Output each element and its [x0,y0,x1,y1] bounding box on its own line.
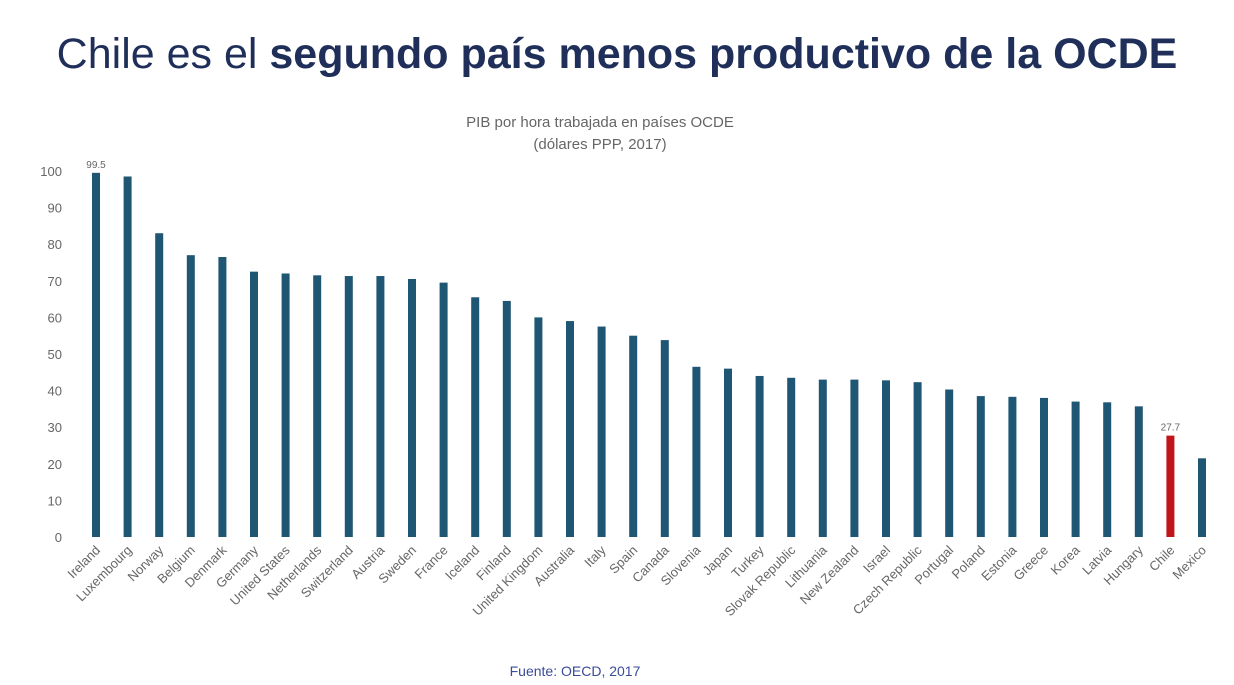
bar-austria [376,276,385,537]
y-tick-label: 90 [48,201,62,216]
x-tick-label: Korea [1048,542,1084,578]
bar-switzerland [344,276,353,537]
bar-chile [1166,435,1175,537]
bars-group [92,172,1206,538]
bar-sweden [408,278,416,537]
bar-germany [250,271,258,537]
bar-estonia [1008,396,1017,537]
chart-title: PIB por hora trabajada en países OCDE [466,114,734,131]
y-tick-label: 50 [48,347,62,362]
page-headline: Chile es el segundo país menos productiv… [0,30,1234,79]
headline-emphasis: segundo país menos productivo de la OCDE [269,30,1178,78]
bar-canada [660,340,669,537]
data-labels-group: 99.5 27.7 [86,160,1180,434]
chart-subtitle: (dólares PPP, 2017) [533,136,666,153]
bar-slovak-republic [787,377,796,537]
y-tick-label: 20 [48,457,62,472]
y-tick-label: 80 [48,237,62,252]
bar-turkey [755,375,764,537]
bar-denmark [218,257,227,537]
bar-greece [1040,397,1048,537]
x-tick-label: Mexico [1169,543,1209,583]
x-tick-label: Italy [581,542,609,570]
y-tick-label: 0 [55,530,62,545]
x-tick-label: Greece [1010,543,1051,584]
bar-lithuania [818,379,827,537]
bar-iceland [471,297,480,537]
y-tick-label: 100 [40,164,62,179]
bar-slovenia [692,366,701,537]
bar-norway [155,233,164,537]
bar-netherlands [313,275,322,537]
bar-united-kingdom [534,317,543,537]
source-note: Fuente: OECD, 2017 [510,663,641,679]
bar-poland [976,396,985,537]
bar-korea [1071,401,1080,537]
bar-united-states [281,273,290,537]
bar-israel [882,380,890,537]
bar-czech-republic [913,382,922,537]
y-tick-label: 70 [48,274,62,289]
bar-finland [502,300,511,537]
x-axis-labels: IrelandLuxembourgNorwayBelgiumDenmarkGer… [64,542,1209,619]
y-tick-label: 60 [48,310,62,325]
bar-mexico [1198,458,1206,537]
y-axis: 0 10 20 30 40 50 60 70 80 90 100 [40,164,62,545]
bar-portugal [945,389,954,537]
headline-prefix: Chile es el [56,30,270,78]
bar-france [439,282,448,537]
y-tick-label: 10 [48,493,62,508]
bar-luxembourg [123,176,132,538]
bar-spain [629,335,638,537]
data-label-chile: 27.7 [1161,423,1181,434]
x-tick-label: Estonia [978,542,1020,584]
bar-latvia [1103,402,1112,537]
bar-ireland [92,172,100,537]
y-tick-label: 30 [48,420,62,435]
y-tick-label: 40 [48,384,62,399]
bar-japan [724,368,732,537]
data-label-ireland: 99.5 [86,160,106,171]
bar-australia [566,321,574,537]
bar-italy [597,326,606,537]
bar-new-zealand [850,379,859,537]
bar-hungary [1134,406,1143,537]
bar-belgium [186,255,195,537]
